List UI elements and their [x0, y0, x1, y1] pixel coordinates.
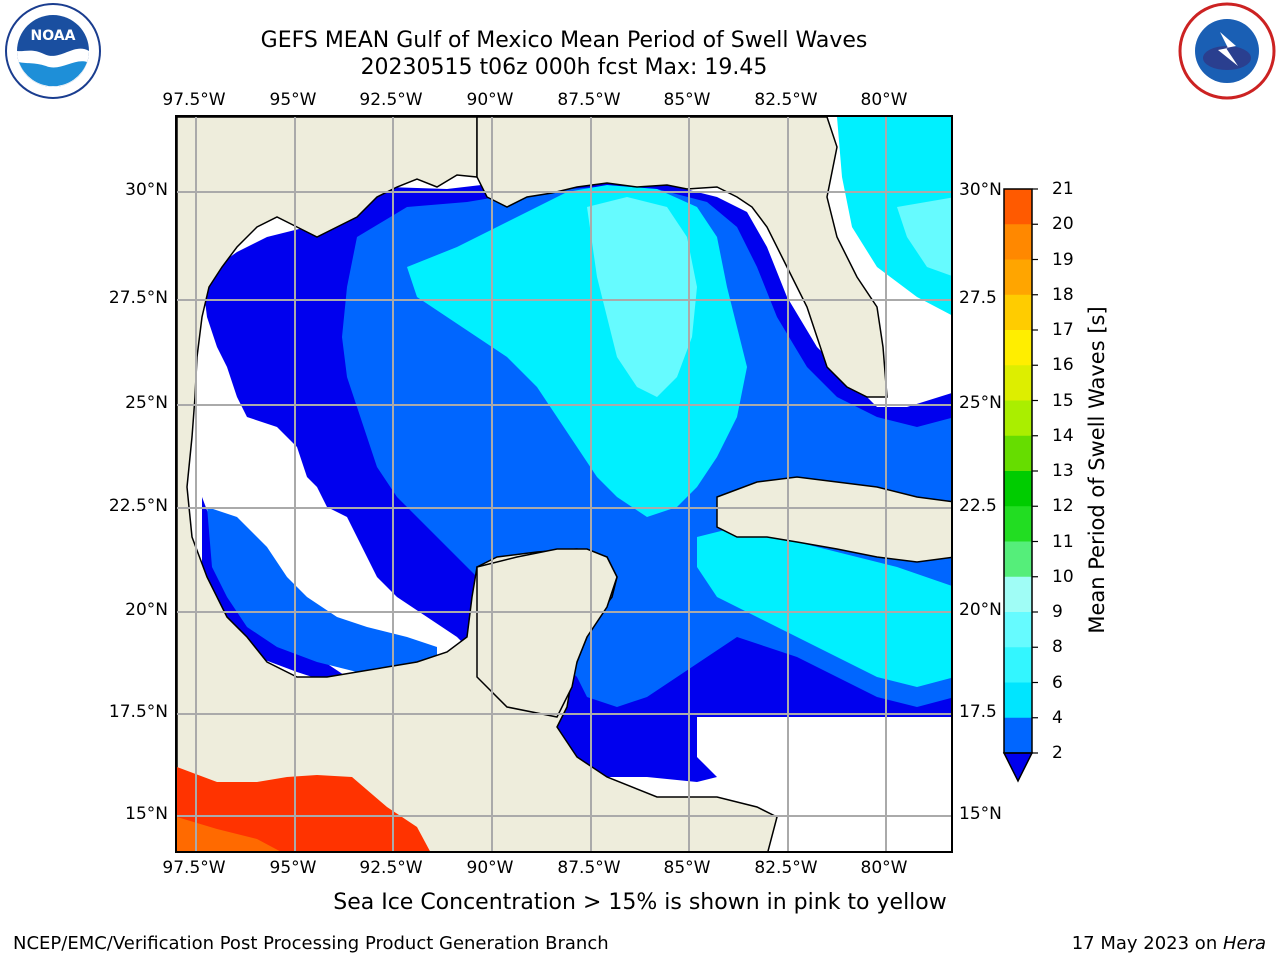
swell-field-8-9s — [587, 197, 951, 397]
lon-tick-bottom: 90°W — [466, 858, 514, 878]
land-north-america — [177, 117, 778, 851]
swell-field-orange-pacific — [177, 817, 280, 851]
colorbar-segment — [1004, 541, 1032, 578]
colorbar-label: 15 — [1052, 390, 1074, 411]
colorbar-label: 19 — [1052, 249, 1074, 270]
map-canvas — [177, 117, 951, 851]
footer-date-host: 17 May 2023 on Hera — [1072, 933, 1266, 954]
lon-tick-bottom: 87.5°W — [557, 858, 621, 878]
colorbar-label: 4 — [1052, 707, 1063, 728]
lat-tick-left: 15°N — [125, 804, 168, 824]
colorbar-label: 9 — [1052, 602, 1063, 622]
svg-text:NOAA: NOAA — [31, 28, 76, 44]
colorbar-label: 6 — [1052, 672, 1063, 693]
lon-tick-bottom: 95°W — [269, 858, 317, 878]
lon-tick-top: 85°W — [663, 90, 711, 110]
colorbar-segment — [1004, 330, 1032, 366]
lon-tick-top: 82.5°W — [754, 90, 818, 110]
lon-tick-bottom: 97.5°W — [162, 858, 226, 878]
colorbar-segment — [1004, 717, 1032, 754]
lon-tick-bottom: 80°W — [860, 858, 908, 878]
colorbar-label: 10 — [1052, 566, 1074, 587]
colorbar-segment — [1004, 576, 1032, 613]
colorbar-segment — [1004, 224, 1032, 260]
lat-tick-left: 17.5°N — [108, 702, 168, 722]
footer-organization: NCEP/EMC/Verification Post Processing Pr… — [13, 933, 609, 954]
colorbar-label: 21 — [1052, 179, 1074, 199]
chart-title: GEFS MEAN Gulf of Mexico Mean Period of … — [260, 28, 868, 53]
colorbar-label: 14 — [1052, 425, 1074, 446]
lat-tick-right: 27.5 — [959, 288, 997, 308]
swell-field-6-8s — [407, 117, 951, 687]
land-yucatan — [476, 548, 618, 718]
lon-tick-top: 92.5°W — [359, 90, 423, 110]
lat-tick-right: 20°N — [959, 600, 1002, 620]
footer-date: 17 May 2023 on — [1071, 933, 1223, 954]
lon-tick-top: 80°W — [860, 90, 908, 110]
colorbar-segment — [1004, 612, 1032, 648]
colorbar-label: 8 — [1052, 637, 1063, 658]
lon-tick-bottom: 82.5°W — [754, 858, 818, 878]
lat-tick-left: 27.5°N — [108, 288, 168, 308]
colorbar-label: 16 — [1052, 355, 1074, 376]
lat-tick-right: 17.5 — [959, 702, 997, 722]
lat-tick-right: 25°N — [959, 393, 1002, 413]
colorbar-segment — [1004, 682, 1032, 719]
lon-tick-bottom: 85°W — [663, 858, 711, 878]
graticule — [177, 117, 951, 851]
land-us-gulf-coast-florida — [476, 117, 888, 398]
colorbar-extend-arrow — [1002, 752, 1034, 783]
colorbar-segment — [1004, 259, 1032, 296]
lon-tick-top: 97.5°W — [162, 90, 226, 110]
lon-tick-bottom: 92.5°W — [359, 858, 423, 878]
national-weather-service-logo — [1178, 2, 1276, 100]
colorbar-label: 2 — [1052, 743, 1063, 763]
colorbar-segment — [1004, 400, 1032, 437]
lat-tick-left: 25°N — [125, 393, 168, 413]
colorbar — [1002, 188, 1038, 783]
swell-field-hot-pacific — [177, 767, 430, 851]
lat-tick-right: 15°N — [959, 804, 1002, 824]
colorbar-segment — [1004, 294, 1032, 331]
colorbar-label: 12 — [1052, 496, 1074, 517]
sea-ice-note: Sea Ice Concentration > 15% is shown in … — [333, 890, 947, 915]
colorbar-segment — [1004, 189, 1032, 225]
colorbar-segment — [1004, 471, 1032, 507]
lon-tick-top: 95°W — [269, 90, 317, 110]
land-cuba — [716, 476, 951, 563]
colorbar-label: 18 — [1052, 284, 1074, 305]
colorbar-segment — [1004, 365, 1032, 401]
colorbar-label: 17 — [1052, 320, 1074, 340]
lat-tick-right: 22.5 — [959, 496, 997, 516]
colorbar-label: 13 — [1052, 461, 1074, 481]
footer-host: Hera — [1222, 933, 1266, 954]
colorbar-segment — [1004, 647, 1032, 683]
lon-tick-top: 87.5°W — [557, 90, 621, 110]
noaa-logo: NOAA — [5, 3, 101, 99]
colorbar-label: 11 — [1052, 531, 1074, 552]
colorbar-title: Mean Period of Swell Waves [s] — [1085, 306, 1109, 634]
colorbar-label: 20 — [1052, 214, 1074, 235]
lat-tick-left: 30°N — [125, 180, 168, 200]
lat-tick-left: 20°N — [125, 600, 168, 620]
colorbar-segment — [1004, 435, 1032, 472]
lat-tick-left: 22.5°N — [108, 496, 168, 516]
lat-tick-right: 30°N — [959, 180, 1002, 200]
colorbar-segment — [1004, 506, 1032, 542]
chart-subtitle: 20230515 t06z 000h fcst Max: 19.45 — [360, 55, 768, 80]
map-panel — [175, 115, 953, 853]
lon-tick-top: 90°W — [466, 90, 514, 110]
